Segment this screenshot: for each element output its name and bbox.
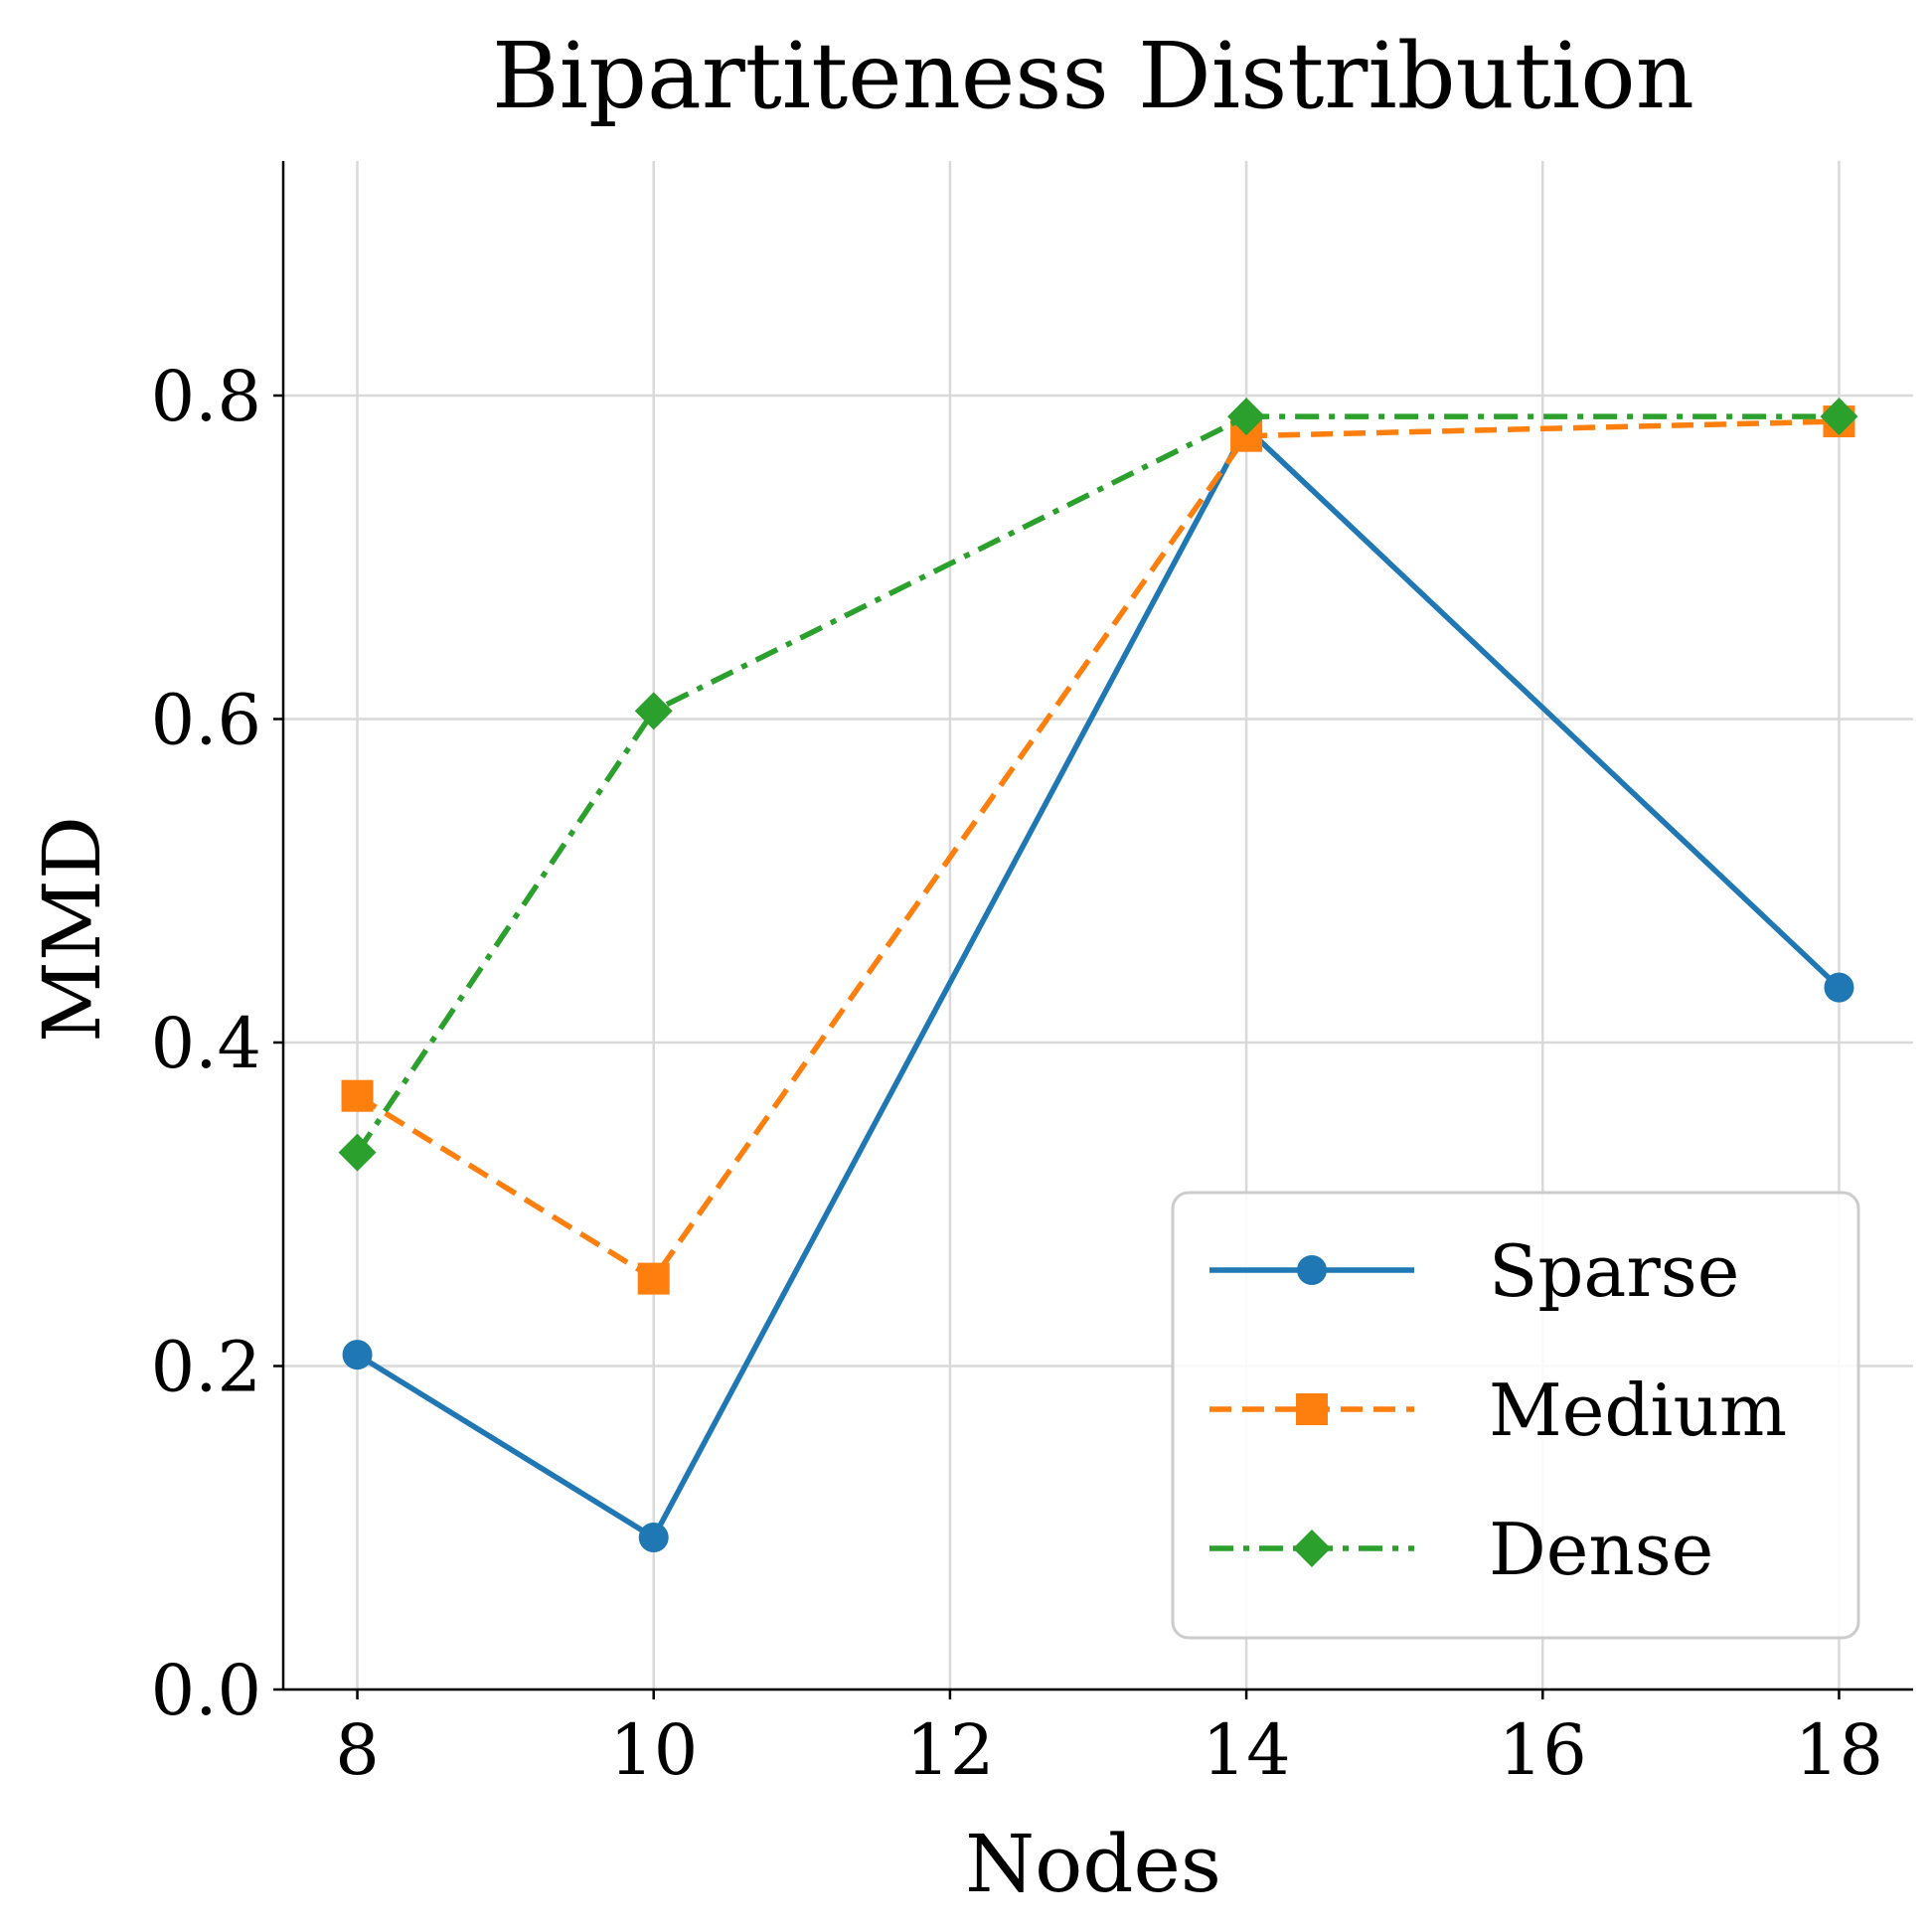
data-point-medium: [637, 1262, 670, 1295]
series-line-medium: [356, 418, 1840, 1282]
data-point-dense: [634, 692, 673, 730]
y-tick-label: 0.4: [151, 1003, 261, 1084]
axes: 8 10 12 14 16 18 0.0 0.2 0.4 0.6 0.8: [151, 161, 1913, 1791]
x-tick-label: 10: [609, 1709, 698, 1791]
x-tick-label: 12: [905, 1709, 994, 1791]
y-tick-label: 0.2: [151, 1326, 261, 1407]
data-point-dense: [338, 1133, 377, 1172]
data-point-medium: [341, 1079, 374, 1112]
x-tick-label: 14: [1203, 1709, 1291, 1791]
legend-label-medium: Medium: [1489, 1368, 1787, 1452]
legend: Sparse Medium Dense: [1171, 1191, 1860, 1640]
data-point-dense: [1820, 398, 1858, 436]
x-tick-label: 8: [335, 1709, 380, 1791]
legend-marker-sparse: [1297, 1255, 1327, 1285]
series-layer: [338, 398, 1858, 1553]
series-line-dense: [355, 413, 1840, 1155]
data-point-sparse: [638, 1523, 669, 1553]
y-axis-label: MMD: [26, 816, 118, 1043]
chart-title: Bipartiteness Distribution: [492, 23, 1694, 129]
data-point-sparse: [342, 1340, 373, 1370]
x-axis-label: Nodes: [965, 1818, 1221, 1910]
legend-label-dense: Dense: [1489, 1508, 1713, 1591]
x-tick-label: 16: [1499, 1709, 1587, 1791]
y-tick-label: 0.8: [151, 356, 261, 437]
y-tick-label: 0.0: [151, 1650, 261, 1731]
legend-box: [1171, 1191, 1860, 1640]
legend-label-sparse: Sparse: [1489, 1229, 1739, 1313]
data-point-sparse: [1824, 972, 1854, 1003]
y-tick-label: 0.6: [151, 679, 261, 760]
series-line-sparse: [356, 424, 1842, 1540]
x-tick-label: 18: [1795, 1709, 1883, 1791]
legend-marker-medium: [1296, 1393, 1328, 1425]
data-point-dense: [1227, 398, 1266, 436]
legend-marker-dense: [1293, 1530, 1331, 1567]
